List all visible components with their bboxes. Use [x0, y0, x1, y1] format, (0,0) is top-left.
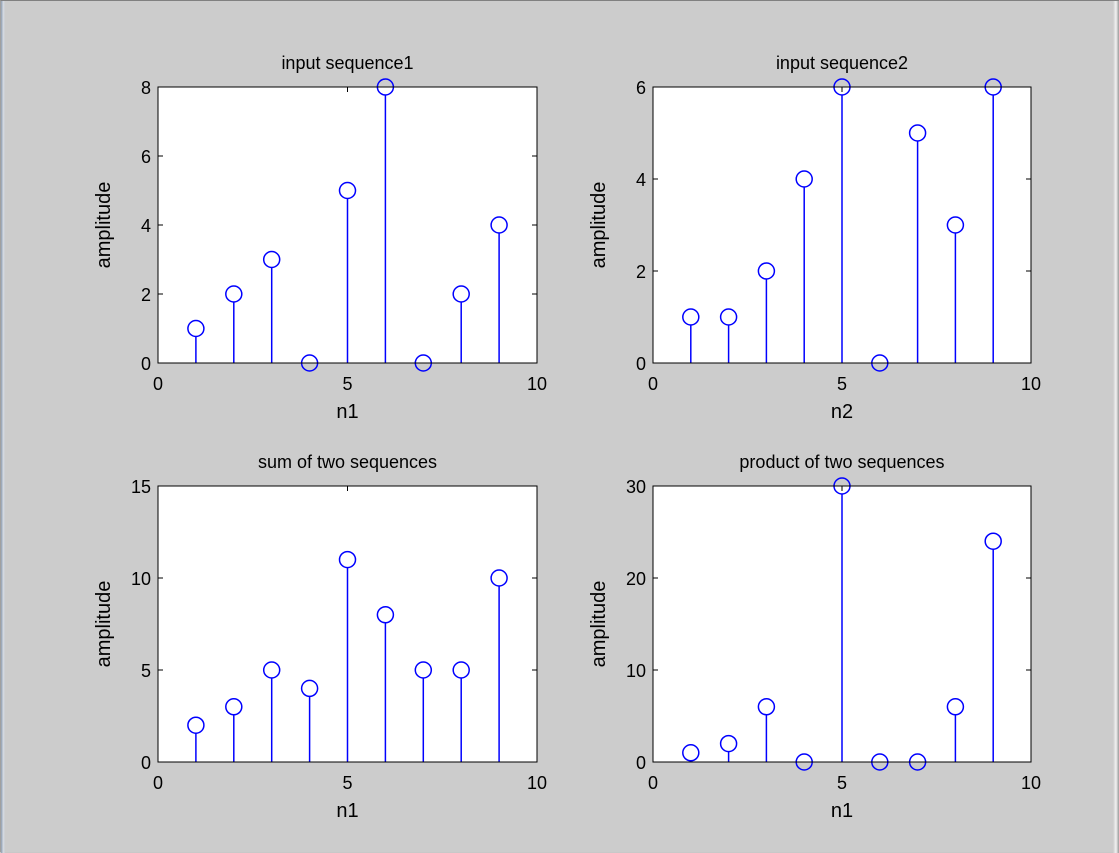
- stem-marker: [452, 285, 470, 303]
- stem-marker: [757, 698, 776, 716]
- stem-marker: [757, 262, 776, 280]
- stem-marker: [490, 216, 508, 234]
- stem-marker: [414, 661, 433, 679]
- y-tick-label: 10: [626, 661, 646, 681]
- stem-marker: [225, 698, 243, 716]
- y-tick-label: 0: [636, 354, 646, 374]
- axes-border: [652, 86, 1032, 364]
- y-tick-label: 10: [131, 569, 151, 589]
- stem-marker: [262, 661, 281, 679]
- stem-marker: [908, 124, 927, 142]
- stem-marker: [376, 606, 395, 624]
- axes-border: [157, 86, 538, 364]
- x-axis-label: n1: [336, 401, 358, 423]
- y-tick-label: 0: [636, 753, 646, 773]
- x-tick-label: 5: [342, 773, 352, 793]
- subplot-4: 0 5 10 0 10 20 30 product of two sequences n1 amp…: [588, 452, 1041, 822]
- stem-marker: [946, 216, 965, 234]
- stem-marker: [490, 569, 508, 587]
- y-tick-label: 4: [636, 170, 646, 190]
- x-tick-label: 10: [1021, 773, 1041, 793]
- stem-marker: [187, 319, 205, 338]
- x-axis-label: n1: [336, 800, 358, 822]
- x-tick-label: 0: [153, 773, 163, 793]
- chart-title: input sequence1: [281, 53, 413, 73]
- stem-marker: [984, 532, 1002, 550]
- stem-marker: [452, 661, 470, 679]
- stem-marker: [225, 285, 243, 303]
- y-tick-label: 6: [636, 78, 646, 98]
- subplot-3: 0 5 10 0 5 10 15 sum of two sequences n1 amplitud…: [93, 452, 547, 822]
- y-tick-label: 30: [626, 477, 646, 497]
- y-tick-label: 2: [636, 262, 646, 282]
- stem-marker: [338, 181, 357, 200]
- axes-border: [652, 485, 1032, 763]
- y-tick-label: 0: [141, 753, 151, 773]
- y-axis-label: amplitude: [93, 182, 115, 269]
- window-edge-right: [1113, 1, 1119, 853]
- stem-marker: [187, 716, 205, 734]
- x-tick-label: 0: [648, 374, 658, 394]
- x-tick-label: 5: [342, 374, 352, 394]
- x-axis-label: n1: [831, 800, 853, 822]
- subplot-2: 0 5 10 0 2 4 6 input sequence2 n2 amplitude: [588, 53, 1041, 423]
- y-tick-label: 2: [141, 285, 151, 305]
- y-axis-label: amplitude: [588, 182, 610, 269]
- chart-title: sum of two sequences: [258, 452, 437, 472]
- chart-title: input sequence2: [776, 53, 908, 73]
- x-tick-label: 0: [648, 773, 658, 793]
- y-tick-label: 0: [141, 354, 151, 374]
- x-tick-label: 10: [527, 374, 547, 394]
- stem-marker: [682, 308, 700, 326]
- x-tick-label: 5: [837, 374, 847, 394]
- chart-title: product of two sequences: [739, 452, 944, 472]
- stem-marker: [262, 250, 281, 269]
- y-tick-label: 8: [141, 78, 151, 98]
- stem-marker: [795, 170, 813, 188]
- y-tick-label: 15: [131, 477, 151, 497]
- x-tick-label: 10: [527, 773, 547, 793]
- y-tick-label: 20: [626, 569, 646, 589]
- y-axis-label: amplitude: [93, 581, 115, 668]
- y-axis-label: amplitude: [588, 581, 610, 668]
- x-tick-label: 5: [837, 773, 847, 793]
- x-axis-label: n2: [831, 401, 853, 423]
- stem-marker: [338, 550, 357, 569]
- subplot-1: 0 5 10 0 2 4 6 8 input sequence1 n1 amplitude: [93, 53, 547, 423]
- x-tick-label: 0: [153, 374, 163, 394]
- x-tick-label: 10: [1021, 374, 1041, 394]
- stem-marker: [719, 308, 738, 326]
- stem-marker: [300, 679, 319, 698]
- y-tick-label: 6: [141, 147, 151, 167]
- window-edge-left: [1, 1, 5, 853]
- axes-border: [157, 485, 538, 763]
- y-tick-label: 5: [141, 661, 151, 681]
- y-tick-label: 4: [141, 216, 151, 236]
- stem-marker: [946, 698, 965, 716]
- stem-marker: [719, 734, 738, 753]
- stem-marker: [682, 744, 700, 762]
